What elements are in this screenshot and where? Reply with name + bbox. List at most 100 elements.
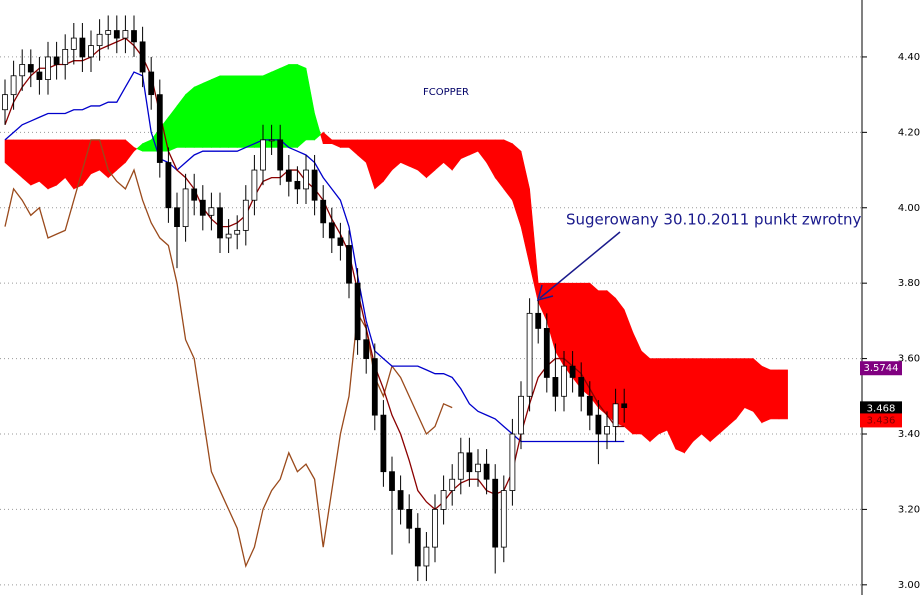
candle-body (509, 433, 516, 491)
cloud-segment (340, 139, 350, 148)
candle-body (380, 414, 387, 473)
candle-body (311, 169, 318, 201)
candle-body (371, 358, 378, 416)
candle-body (260, 139, 266, 171)
candle-body (475, 463, 481, 473)
cloud-segment (73, 139, 83, 190)
price-marker-box (860, 401, 902, 416)
candle-body (70, 37, 77, 50)
candle-body (53, 56, 60, 65)
candle-body (406, 509, 413, 529)
cloud-segment (21, 139, 32, 186)
cloud-segment (39, 139, 49, 190)
cloud-segment (752, 357, 763, 424)
price-marker-label: 3.436 (867, 415, 896, 426)
cloud-segment (770, 369, 780, 420)
cloud-segment (623, 309, 634, 435)
cloud-segment (219, 75, 229, 148)
y-tick-label: 3.60 (898, 354, 920, 365)
candle-body (242, 199, 249, 231)
candle-body (328, 222, 335, 239)
cloud-segment (185, 86, 195, 148)
candle-body (414, 527, 421, 567)
cloud-segment (30, 139, 40, 186)
candle-body (535, 312, 542, 329)
candle-body (320, 199, 327, 224)
candle-body (543, 328, 550, 378)
annotation-arrowhead (536, 284, 554, 302)
y-tick-label: 4.40 (898, 52, 920, 63)
candle-body (79, 37, 86, 58)
candle-body (19, 64, 26, 77)
cloud-segment (271, 67, 281, 148)
candle-body (96, 33, 103, 47)
candle-body (397, 490, 404, 510)
cloud-segment (133, 146, 138, 152)
candle-body (191, 188, 198, 201)
cloud-segment (684, 358, 694, 454)
candle-body (148, 71, 155, 96)
cloud-segment (245, 75, 255, 148)
candle-body (27, 64, 34, 73)
cloud-segment (236, 75, 247, 148)
candle-body (440, 490, 447, 510)
y-tick-label: 3.20 (898, 504, 920, 515)
cloud-segment (262, 71, 272, 148)
cloud-segment (254, 75, 264, 148)
candle-body (277, 139, 284, 171)
cloud-segment (598, 290, 608, 416)
cloud-segment (727, 358, 737, 428)
price-marker-label: 3.468 (867, 403, 896, 414)
cloud-segment (563, 282, 573, 379)
candle-body (432, 509, 438, 548)
cloud-segment (658, 358, 668, 435)
chart-title: FCOPPER (423, 87, 469, 98)
candle-body (595, 414, 602, 435)
candle-body (62, 48, 69, 65)
cloud-segment (718, 358, 728, 435)
annotation: Sugerowany 30.10.2011 punkt zwrotny (566, 211, 861, 229)
candle-body (586, 395, 593, 416)
candle-body (225, 233, 232, 239)
candle-body (199, 199, 206, 216)
candle-body (294, 180, 301, 190)
y-tick-label: 4.00 (898, 203, 920, 214)
cloud-segment (744, 358, 754, 412)
candle-body (612, 403, 619, 427)
candle-body (569, 365, 576, 378)
candle-body (208, 207, 215, 216)
candle-body (578, 377, 585, 397)
cloud-segment (279, 64, 290, 148)
candle-body (182, 188, 189, 228)
price-marker-label: 3.5744 (864, 363, 899, 374)
cloud-segment (778, 369, 788, 420)
candle-body (363, 339, 370, 359)
candle-body (561, 365, 567, 397)
candle-body (466, 452, 473, 473)
candle-body (88, 45, 94, 58)
candle-body (131, 30, 137, 43)
cloud-segment (56, 139, 66, 186)
candle-body (346, 245, 352, 284)
candle-body (165, 162, 172, 209)
y-tick-label: 3.00 (898, 580, 920, 591)
candle-body (389, 471, 395, 491)
candle-body (423, 546, 430, 567)
cloud-segment (649, 358, 659, 443)
cloud-segment (228, 75, 238, 148)
cloud-segment (202, 79, 212, 148)
cloud-segment (555, 282, 565, 368)
cloud-segment (297, 64, 307, 149)
cloud-segment (675, 358, 685, 454)
cloud-segment (314, 113, 321, 141)
candle-body (303, 169, 309, 190)
cloud-segment (374, 139, 384, 190)
candle-body (483, 463, 490, 480)
candle-body (139, 41, 146, 73)
cloud-segment (709, 358, 720, 443)
cloud-segment (606, 290, 616, 424)
candle-body (251, 169, 258, 201)
candle-body (552, 377, 559, 397)
candle-body (604, 426, 610, 435)
cloud-segment (288, 64, 298, 148)
